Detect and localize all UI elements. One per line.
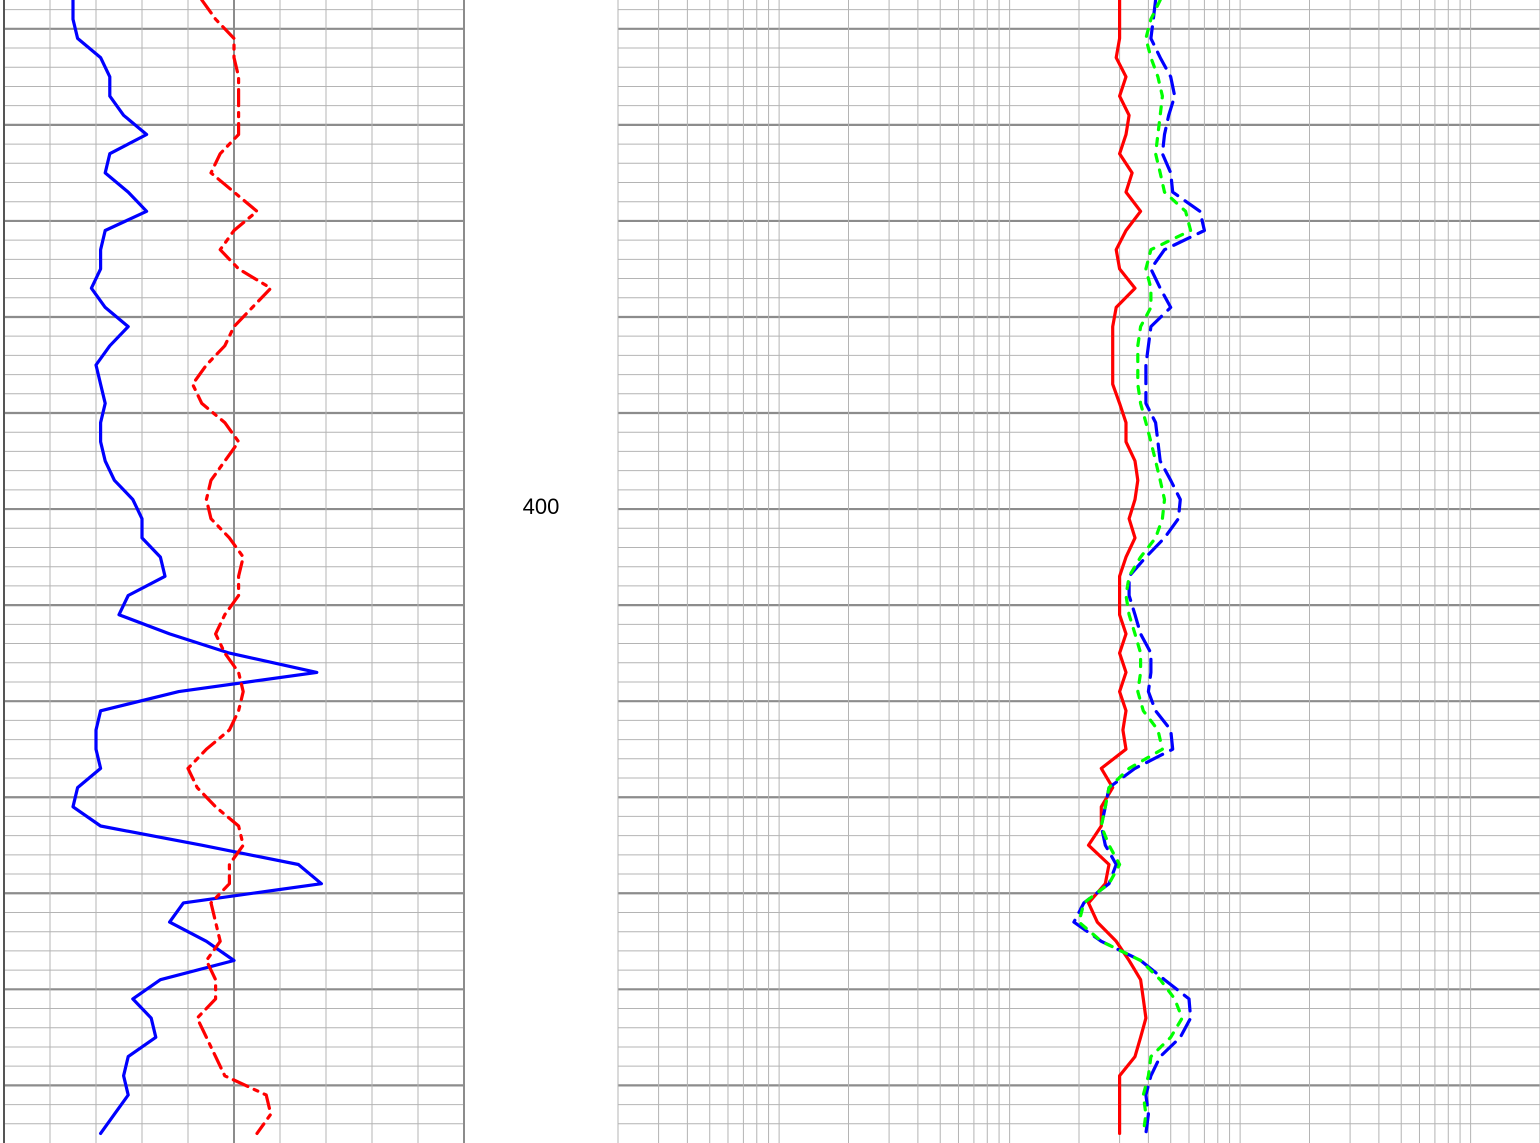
- log-curve: [1077, 0, 1193, 1135]
- log-curve: [186, 0, 273, 1135]
- log-curve: [1086, 0, 1148, 1135]
- depth-tick-label: 400: [523, 494, 560, 519]
- log-curve: [71, 0, 323, 1135]
